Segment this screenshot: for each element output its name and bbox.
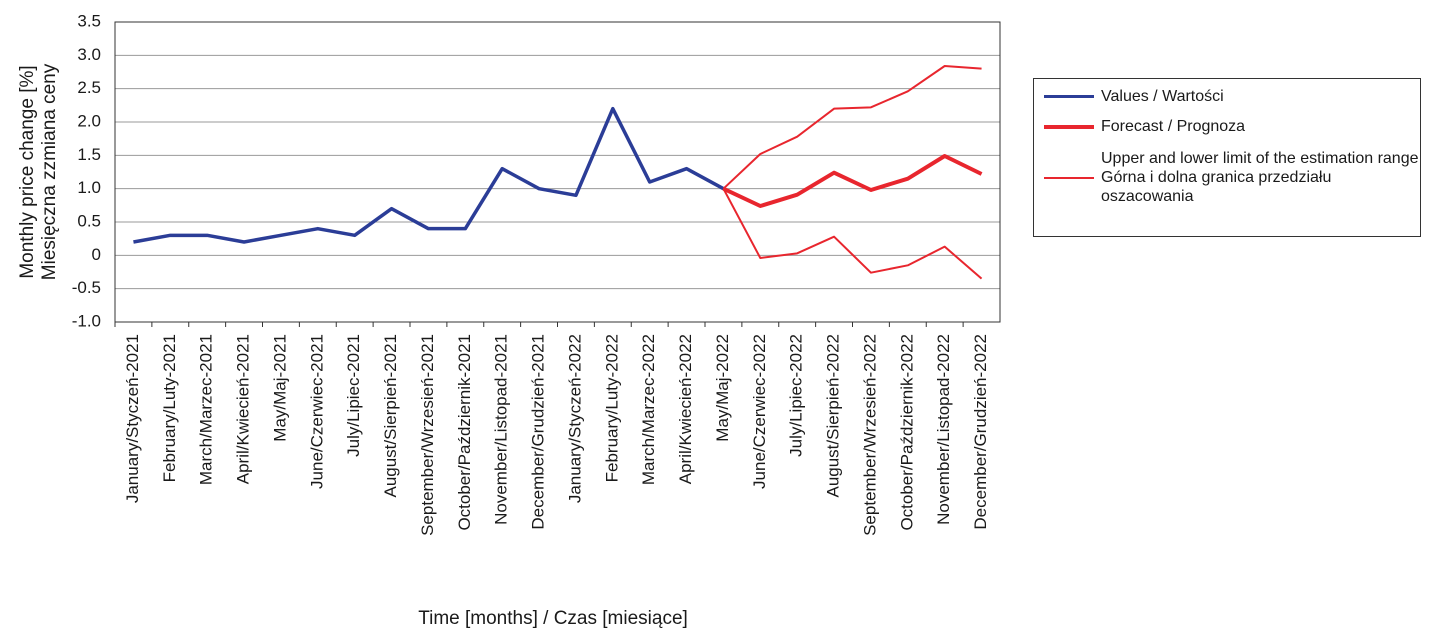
- x-tick-label: March/Marzec-2021: [197, 334, 216, 485]
- x-tick-label: January/Styczeń-2021: [123, 334, 142, 503]
- y-tick-label: 0.5: [77, 211, 101, 230]
- y-tick-label: -1.0: [72, 311, 101, 330]
- legend-entry: Upper and lower limit of the estimation …: [1044, 149, 1421, 206]
- legend-swatch: [1044, 176, 1094, 179]
- y-tick-label: 3.0: [77, 45, 101, 64]
- x-tick-label: May/Maj-2022: [713, 334, 732, 442]
- legend: Values / Wartości Forecast / Prognoza Uppe…: [1033, 78, 1421, 237]
- legend-swatch: [1044, 124, 1094, 129]
- x-tick-label: May/Maj-2021: [270, 334, 289, 442]
- legend-label: Values / Wartości: [1101, 88, 1224, 105]
- x-tick-label: April/Kwiecień-2022: [676, 334, 695, 484]
- x-tick-label: August/Sierpień-2021: [381, 334, 400, 498]
- y-axis-title: Monthly price change [%]: [17, 65, 38, 278]
- y-tick-label: -0.5: [72, 278, 101, 297]
- x-axis-title: Time [months] / Czas [miesiące]: [418, 608, 688, 629]
- plot-border: [114, 21, 1001, 323]
- y-tick-label: 2.0: [77, 111, 101, 130]
- x-tick-label: December/Grudzień-2022: [971, 334, 990, 530]
- x-tick-label: October/Październik-2021: [455, 334, 474, 531]
- legend-label: Upper and lower limit of the estimation …: [1101, 150, 1419, 205]
- series-line: [133, 106, 725, 244]
- y-tick-label: 3.5: [77, 11, 101, 30]
- x-tick-label: August/Sierpień-2022: [824, 334, 843, 498]
- x-tick-label: November/Listopad-2021: [492, 334, 511, 525]
- x-tick-label: January/Styczeń-2022: [565, 334, 584, 503]
- y-tick-label: 1.0: [77, 178, 101, 197]
- legend-entry: Values / Wartości: [1044, 87, 1421, 106]
- x-tick-label: June/Czerwiec-2021: [307, 334, 326, 489]
- series-line: [722, 154, 983, 208]
- x-tick-label: November/Listopad-2022: [934, 334, 953, 525]
- y-tick-label: 2.5: [77, 78, 101, 97]
- series-line: [722, 65, 982, 190]
- x-tick-label: February/Luty-2022: [602, 334, 621, 482]
- x-tick-label: September/Wrzesień-2022: [860, 334, 879, 536]
- x-tick-label: September/Wrzesień-2021: [418, 334, 437, 536]
- x-tick-label: July/Lipiec-2021: [344, 334, 363, 457]
- legend-label: Forecast / Prognoza: [1101, 118, 1246, 135]
- legend-swatch: [1044, 94, 1094, 99]
- x-tick-label: February/Luty-2021: [160, 334, 179, 482]
- series-line: [722, 188, 983, 280]
- y-tick-label: 0: [92, 245, 101, 264]
- x-tick-label: December/Grudzień-2021: [529, 334, 548, 530]
- x-tick-label: October/Październik-2022: [897, 334, 916, 531]
- legend-entry: Forecast / Prognoza: [1044, 117, 1421, 136]
- y-axis-title: Miesięczna zzmiana ceny: [39, 63, 60, 280]
- y-tick-label: 1.5: [77, 145, 101, 164]
- x-tick-label: April/Kwiecień-2021: [234, 334, 253, 484]
- x-tick-label: July/Lipiec-2022: [787, 334, 806, 457]
- x-tick-label: March/Marzec-2022: [639, 334, 658, 485]
- x-tick-label: June/Czerwiec-2022: [750, 334, 769, 489]
